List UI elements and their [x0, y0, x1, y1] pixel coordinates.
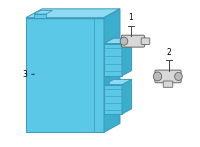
- FancyBboxPatch shape: [155, 70, 181, 83]
- Ellipse shape: [175, 72, 182, 81]
- Text: 3: 3: [22, 70, 27, 79]
- Polygon shape: [34, 14, 46, 18]
- FancyBboxPatch shape: [141, 38, 150, 44]
- Polygon shape: [104, 80, 109, 84]
- Ellipse shape: [120, 37, 128, 45]
- Polygon shape: [122, 79, 132, 114]
- Text: 2: 2: [167, 48, 171, 57]
- Polygon shape: [104, 79, 132, 85]
- Polygon shape: [26, 9, 120, 18]
- Polygon shape: [104, 85, 122, 114]
- Polygon shape: [104, 77, 109, 81]
- Polygon shape: [104, 9, 120, 132]
- Polygon shape: [122, 38, 132, 76]
- Polygon shape: [26, 18, 104, 132]
- Polygon shape: [104, 44, 122, 76]
- Text: 1: 1: [129, 13, 133, 22]
- Polygon shape: [104, 38, 132, 44]
- Ellipse shape: [153, 72, 162, 81]
- FancyBboxPatch shape: [121, 35, 145, 47]
- FancyBboxPatch shape: [163, 81, 173, 87]
- Polygon shape: [34, 10, 52, 14]
